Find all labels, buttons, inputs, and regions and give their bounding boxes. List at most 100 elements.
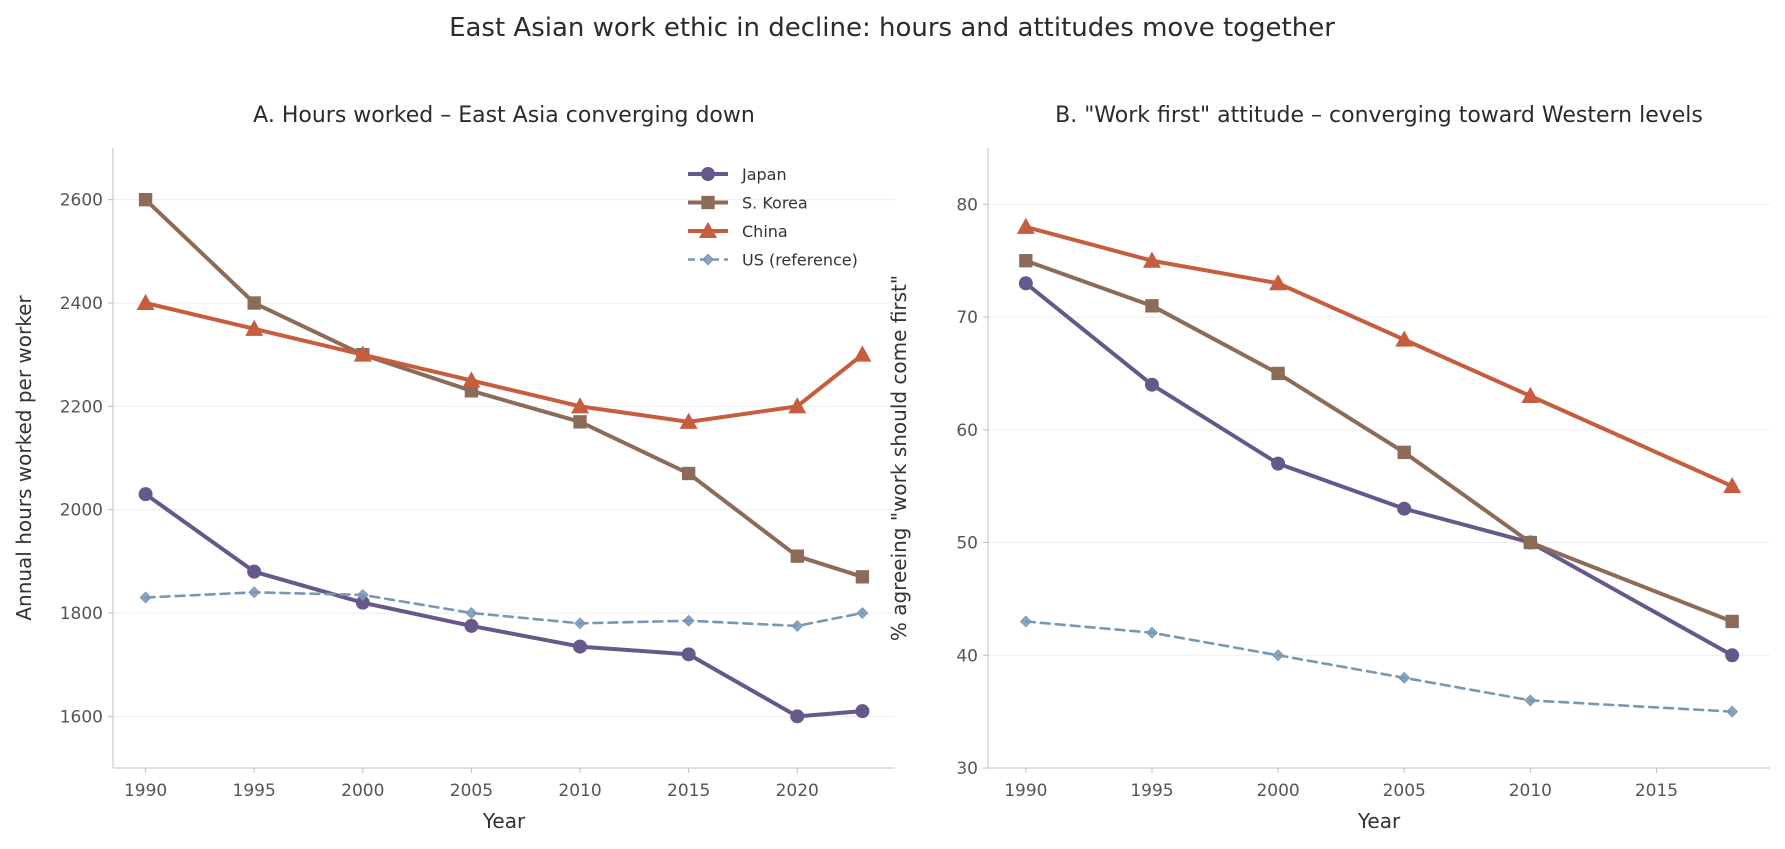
data-point [464,618,479,633]
data-point [138,487,153,502]
panel-hours-worked: 1600 1800 2000 2200 2400 2600 1990 1995 2000 2005… [12,103,895,833]
series-line-3 [144,591,864,628]
data-point [1395,330,1414,347]
x-tick-label: 1995 [233,781,276,801]
data-point [1271,456,1286,471]
panel-work-first-attitude: 30 40 50 60 70 80 1990 1995 2000 2005 2010 2015 B. "… [887,103,1770,833]
data-point [1524,694,1537,707]
y-axis-label: Annual hours worked per worker [12,295,36,621]
x-tick-label: 2015 [1635,781,1678,801]
data-point [1725,614,1739,629]
x-tick-label: 2010 [1509,781,1552,801]
series-line-0 [1023,281,1735,658]
y-axis-label: % agreeing "work should come first" [887,275,911,641]
data-point [573,639,588,654]
y-tick-label: 1600 [60,707,103,727]
data-point [136,293,155,310]
x-tick-label: 2020 [776,781,819,801]
data-point [1019,254,1033,268]
data-point [1271,366,1285,381]
y-tick-label: 2200 [60,397,103,417]
series-line-1 [143,197,865,579]
data-point [855,570,870,584]
data-point [1145,299,1159,313]
data-point [1726,705,1739,718]
data-point [1144,377,1159,392]
data-point [574,617,586,630]
data-point [679,412,698,429]
y-tick-label: 2000 [60,501,103,521]
data-point [681,466,696,481]
x-tick-label: 1995 [1130,781,1173,801]
data-point [1723,477,1742,494]
legend-marker [702,253,714,266]
data-point [247,564,262,579]
y-tick-label: 2400 [60,294,103,314]
y-tick-label: 70 [956,308,978,328]
data-point [1397,501,1412,516]
data-point [1019,615,1032,628]
y-tick-label: 60 [956,421,978,441]
data-point [682,614,695,627]
data-point [139,591,152,604]
legend-label: US (reference) [742,251,858,270]
data-point [1272,649,1285,662]
legend-label: China [742,222,788,241]
data-point [1016,217,1035,234]
data-point [248,586,261,599]
y-tick-label: 30 [956,759,978,779]
data-point [681,647,696,662]
data-point [245,319,264,336]
data-point [571,397,590,414]
data-point [247,296,261,310]
panel-title: A. Hours worked – East Asia converging d… [253,103,755,128]
data-point [1725,648,1740,663]
data-point [462,371,481,388]
data-point [788,397,807,414]
legend-marker [699,221,717,238]
data-point [853,345,872,362]
data-point [465,607,478,619]
x-tick-label: 2000 [1256,781,1299,801]
x-tick-label: 1990 [1004,781,1047,801]
data-point [573,415,587,429]
series-line-2 [1023,224,1735,489]
data-point [1146,626,1158,639]
data-point [791,619,804,632]
legend-marker [701,195,715,210]
data-point [138,192,153,207]
data-point [353,345,372,362]
y-tick-label: 1800 [60,604,103,624]
panel-title: B. "Work first" attitude – converging to… [1055,103,1703,128]
x-axis-label: Year [1357,809,1401,833]
data-point [1521,386,1540,403]
legend-marker [701,167,715,181]
series-line-2 [143,301,865,424]
data-point [1397,445,1411,460]
x-tick-label: 2015 [667,781,710,801]
series-line-0 [143,492,865,719]
x-tick-label: 2000 [341,781,384,801]
y-tick-label: 2600 [60,191,103,211]
data-point [1142,251,1161,268]
y-tick-label: 40 [956,646,978,666]
series-line-1 [1023,258,1735,624]
data-point [1269,274,1288,291]
legend-label: Japan [741,165,787,184]
x-tick-label: 2005 [450,781,493,801]
data-point [356,588,369,601]
data-point [790,709,805,724]
legend-label: S. Korea [742,194,808,213]
y-tick-label: 80 [956,195,978,215]
data-point [1398,671,1411,684]
data-point [1523,535,1538,550]
data-point [1018,276,1033,291]
data-point [856,607,869,619]
figure-title: East Asian work ethic in decline: hours … [449,13,1335,43]
series-line-3 [1024,620,1734,713]
y-tick-label: 50 [956,534,978,554]
x-tick-label: 2005 [1383,781,1426,801]
x-tick-label: 2010 [558,781,601,801]
